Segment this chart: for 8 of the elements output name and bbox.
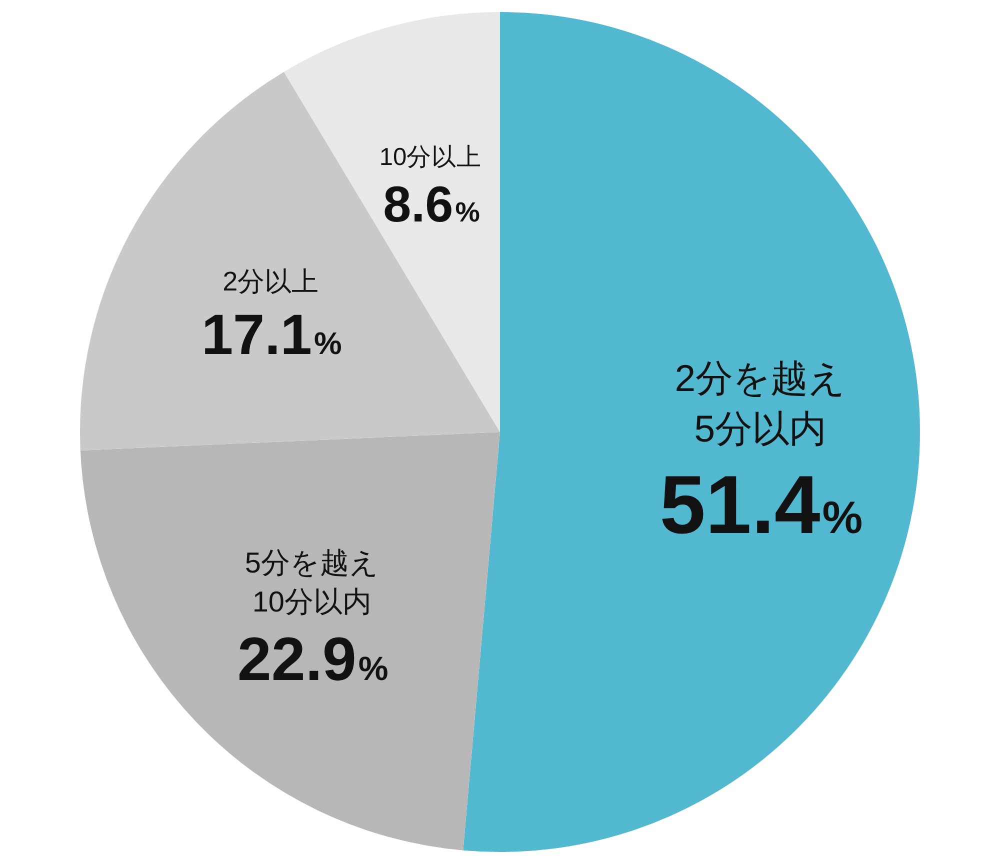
data-label: 17.1%	[201, 304, 342, 368]
data-label: 8.6%	[383, 176, 480, 233]
slice-label: 2分を越え 5分以内	[674, 356, 846, 450]
slice-label: 10分以上	[379, 144, 482, 172]
slice-label: 5分を越え 10分以内	[244, 548, 379, 619]
data-label: 22.9%	[237, 625, 388, 694]
slice-label: 2分以上	[222, 265, 319, 296]
data-label: 51.4%	[660, 459, 863, 552]
